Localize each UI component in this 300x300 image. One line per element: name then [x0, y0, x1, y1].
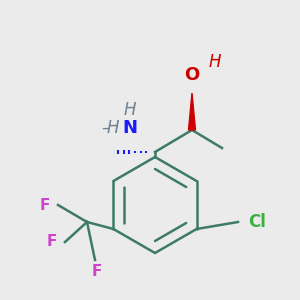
Text: F: F: [92, 264, 102, 279]
Polygon shape: [188, 93, 196, 130]
Text: O: O: [184, 66, 200, 84]
Text: H: H: [107, 119, 119, 137]
Text: F: F: [40, 197, 50, 212]
Text: N: N: [122, 119, 137, 137]
Text: F: F: [46, 235, 57, 250]
Text: –: –: [101, 119, 109, 137]
Text: Cl: Cl: [248, 213, 266, 231]
Text: H: H: [209, 53, 221, 71]
Text: H: H: [124, 101, 136, 119]
